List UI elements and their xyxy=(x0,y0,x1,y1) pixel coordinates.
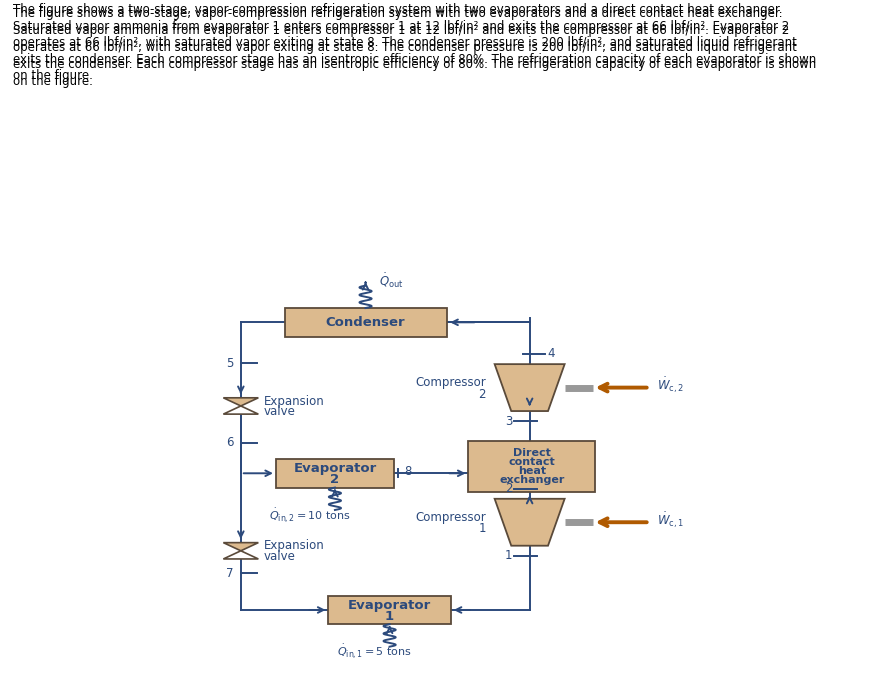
Text: $\dot{W}_\mathrm{c,2}$: $\dot{W}_\mathrm{c,2}$ xyxy=(656,375,683,396)
Text: 1: 1 xyxy=(479,522,486,535)
Polygon shape xyxy=(223,398,258,406)
Polygon shape xyxy=(495,364,564,411)
Text: Direct: Direct xyxy=(513,447,551,458)
Text: 6: 6 xyxy=(226,436,234,449)
Text: The figure shows a two-stage, vapor-compression refrigeration system with two ev: The figure shows a two-stage, vapor-comp… xyxy=(13,7,816,88)
Text: 1: 1 xyxy=(385,609,394,623)
Text: $\dot{Q}_\mathrm{out}$: $\dot{Q}_\mathrm{out}$ xyxy=(379,271,404,290)
Polygon shape xyxy=(223,543,258,551)
Text: Compressor: Compressor xyxy=(415,376,486,389)
Text: 8: 8 xyxy=(405,464,412,478)
Bar xyxy=(276,459,394,488)
Text: 2: 2 xyxy=(330,473,339,486)
Text: Expansion: Expansion xyxy=(263,539,324,552)
Text: $\dot{Q}_\mathrm{in,2}=10\ \mathrm{tons}$: $\dot{Q}_\mathrm{in,2}=10\ \mathrm{tons}… xyxy=(270,506,351,524)
Text: Evaporator: Evaporator xyxy=(348,598,431,611)
Text: 2: 2 xyxy=(479,388,486,401)
Text: Evaporator: Evaporator xyxy=(293,462,377,475)
Text: valve: valve xyxy=(263,405,296,418)
Text: heat: heat xyxy=(518,466,546,475)
Bar xyxy=(329,596,451,624)
Text: exchanger: exchanger xyxy=(499,475,564,485)
Text: 4: 4 xyxy=(547,347,555,360)
Bar xyxy=(468,441,596,492)
Bar xyxy=(285,308,446,337)
Text: Expansion: Expansion xyxy=(263,394,324,407)
Text: contact: contact xyxy=(508,457,555,466)
Text: Compressor: Compressor xyxy=(415,511,486,524)
Text: Condenser: Condenser xyxy=(326,316,405,329)
Text: $\dot{Q}_\mathrm{in,1}=5\ \mathrm{tons}$: $\dot{Q}_\mathrm{in,1}=5\ \mathrm{tons}$ xyxy=(338,643,413,661)
Text: 3: 3 xyxy=(505,415,513,428)
Text: 7: 7 xyxy=(226,566,234,580)
Polygon shape xyxy=(223,406,258,414)
Text: $\dot{W}_\mathrm{c,1}$: $\dot{W}_\mathrm{c,1}$ xyxy=(656,510,683,530)
Text: 2: 2 xyxy=(505,482,513,495)
Polygon shape xyxy=(495,499,564,545)
Polygon shape xyxy=(223,551,258,559)
Text: The figure shows a two-stage, vapor-compression refrigeration system with two ev: The figure shows a two-stage, vapor-comp… xyxy=(13,3,816,82)
Text: valve: valve xyxy=(263,550,296,563)
Text: 1: 1 xyxy=(505,549,513,562)
Text: 5: 5 xyxy=(227,356,234,370)
